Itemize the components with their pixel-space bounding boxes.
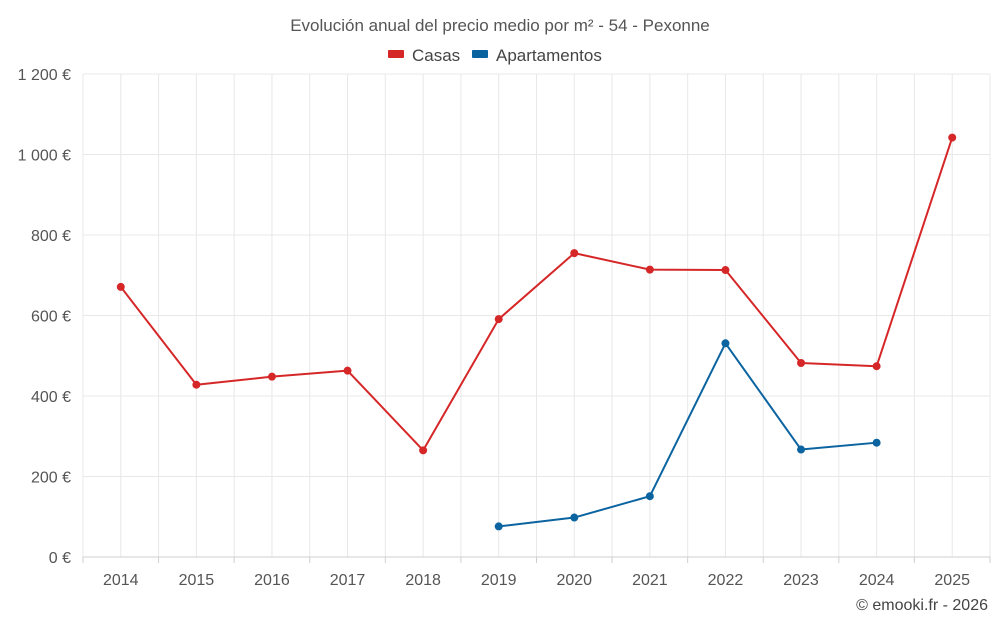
data-point-casas[interactable] [192, 380, 201, 389]
legend-item-apartamentos[interactable]: Apartamentos [472, 46, 602, 65]
data-point-casas[interactable] [267, 372, 276, 381]
series-line-casas [119, 137, 954, 452]
data-point-casas[interactable] [721, 266, 730, 275]
x-tick-label: 2020 [556, 572, 592, 589]
y-tick-label: 600 € [31, 309, 71, 326]
y-tick-label: 1 000 € [18, 148, 71, 165]
x-tick-label: 2018 [405, 572, 441, 589]
credit: © emooki.fr - 2026 [856, 597, 988, 614]
axes: 0 € 200 € 400 € 600 € 800 € 1 000 € 1 200 € 201… [18, 67, 991, 589]
data-point-casas[interactable] [797, 358, 806, 367]
grid [82, 73, 991, 557]
legend-item-casas[interactable]: Casas [388, 46, 460, 65]
data-point-casas[interactable] [948, 133, 957, 142]
legend-label-casas: Casas [412, 46, 460, 65]
data-point-apartamentos[interactable] [721, 339, 730, 348]
data-point-apartamentos[interactable] [797, 445, 806, 454]
data-point-apartamentos[interactable] [494, 522, 503, 531]
series-points [116, 133, 957, 531]
series-lines [119, 137, 954, 528]
y-tick-label: 1 200 € [18, 67, 71, 84]
data-point-casas[interactable] [494, 315, 503, 324]
x-tick-label: 2021 [632, 572, 668, 589]
y-tick-label: 400 € [31, 389, 71, 406]
x-tick-label: 2024 [859, 572, 895, 589]
x-tick-label: 2019 [481, 572, 517, 589]
data-point-apartamentos[interactable] [645, 492, 654, 501]
x-tick-label: 2022 [708, 572, 744, 589]
x-tick-label: 2025 [934, 572, 970, 589]
y-tick-label: 0 € [49, 550, 71, 567]
data-point-apartamentos[interactable] [570, 513, 579, 522]
data-point-casas[interactable] [419, 446, 428, 455]
data-point-casas[interactable] [872, 362, 881, 371]
legend: Casas Apartamentos [388, 46, 602, 65]
legend-swatch-apartamentos [472, 50, 488, 58]
data-point-casas[interactable] [116, 282, 125, 291]
x-tick-label: 2015 [179, 572, 215, 589]
y-tick-label: 200 € [31, 470, 71, 487]
data-point-casas[interactable] [343, 366, 352, 375]
x-tick-label: 2023 [783, 572, 819, 589]
legend-label-apartamentos: Apartamentos [496, 46, 602, 65]
x-tick-label: 2017 [330, 572, 366, 589]
x-tick-label: 2014 [103, 572, 139, 589]
x-tick-label: 2016 [254, 572, 290, 589]
y-tick-label: 800 € [31, 228, 71, 245]
series-line-apartamentos [498, 342, 877, 528]
data-point-casas[interactable] [645, 265, 654, 274]
chart-title: Evolución anual del precio medio por m² … [290, 16, 710, 35]
data-point-apartamentos[interactable] [872, 438, 881, 447]
data-point-casas[interactable] [570, 249, 579, 258]
legend-swatch-casas [388, 50, 404, 58]
